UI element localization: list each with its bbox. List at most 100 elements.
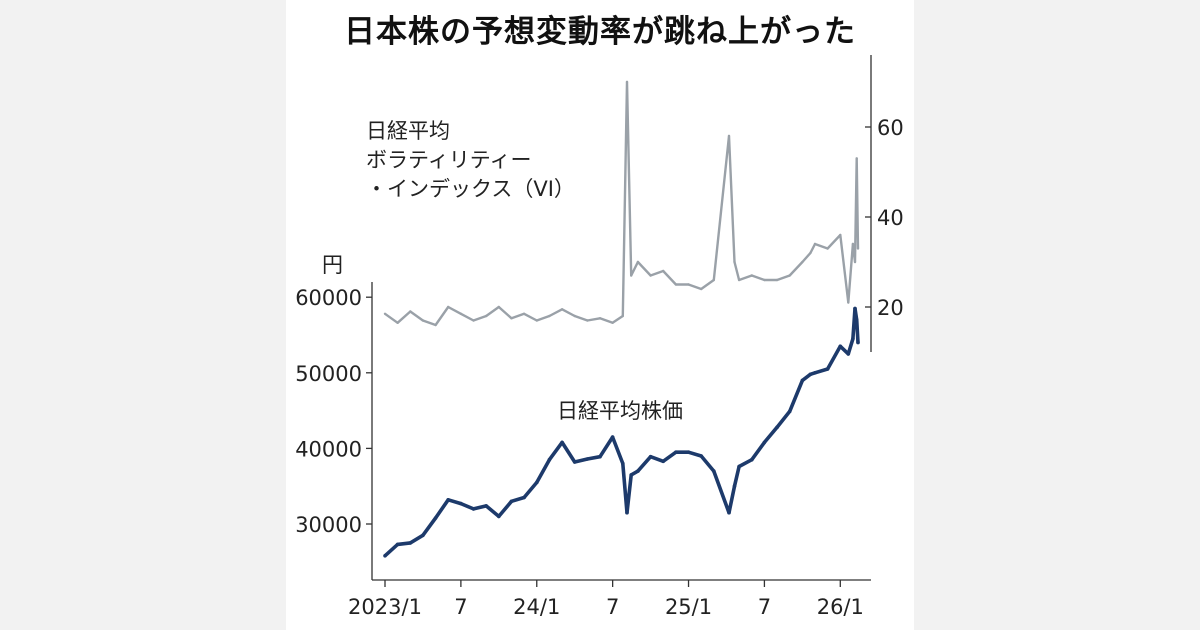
price-data-point [727,510,731,515]
right-tick-label: 20 [877,296,904,320]
vi-data-point [535,319,538,322]
price-data-point [446,498,451,502]
price-series-label: 日経平均株価 [557,399,683,423]
vi-data-point [497,305,500,309]
vi-data-point [383,312,387,315]
vi-series-label-line-2: ボラティリティー [366,148,531,172]
vi-data-point [763,278,766,282]
vi-data-point [409,310,412,313]
vi-data-point [687,283,690,286]
vi-data-point [662,269,665,273]
price-data-point [459,501,463,506]
vi-data-point [611,321,614,324]
vi-data-point [750,274,753,277]
price-data-point [750,457,754,462]
price-data-point [585,457,590,461]
price-data-point [846,352,851,356]
left-axis-ticks: 60000 50000 40000 30000 [295,286,372,537]
price-data-point [762,440,767,445]
vi-data-point [839,233,842,237]
right-axis-ticks: 60 40 20 [865,116,904,320]
vi-data-point [396,321,399,324]
x-tick-label: 7 [454,595,467,619]
x-axis-ticks: 2023/1 7 24/1 7 25/1 7 26/1 [348,580,864,619]
left-tick-label: 60000 [295,286,362,310]
price-data-point [484,504,489,508]
vi-series-label-line-1: 日経平均 [366,119,450,143]
vi-data-point [809,251,812,255]
price-data-point [674,450,678,455]
x-tick-label: 26/1 [817,595,864,619]
vi-data-point [847,301,850,304]
price-data-point [737,464,741,469]
vi-data-point [700,287,703,291]
vi-data-point [621,314,624,318]
left-tick-label: 40000 [295,437,362,461]
vi-data-point [712,278,715,282]
price-data-point [598,454,602,459]
price-data-point [800,378,805,383]
price-data-point [383,554,387,558]
price-data-point [522,495,526,500]
vi-data-point [548,314,551,318]
vi-series-points [383,80,860,327]
vi-data-point [434,323,437,327]
vi-data-point [727,134,731,138]
vi-data-point [853,260,857,264]
vi-data-point [788,274,791,277]
vi-data-point [813,242,817,246]
price-data-point [686,450,691,455]
price-data-point [625,510,629,515]
left-tick-label: 30000 [295,513,362,537]
axes [371,55,872,581]
price-data-point [825,367,830,371]
price-data-point [851,337,855,341]
vi-data-point [630,274,633,277]
price-data-point [699,454,703,458]
vi-data-point [459,312,463,315]
price-data-point [838,344,843,349]
price-data-point [813,371,817,375]
price-data-point [421,533,425,538]
price-data-point [471,507,476,511]
price-data-point [535,480,539,485]
price-data-point [572,460,577,464]
vi-data-point [737,278,741,282]
vi-data-point [573,314,576,318]
price-data-point [509,499,514,504]
vi-data-point [421,319,425,322]
price-series-points [383,306,860,558]
price-data-point [629,473,633,477]
price-data-point [547,457,552,462]
vi-data-point [472,319,475,322]
vi-data-point [851,242,855,246]
price-data-point [408,541,413,545]
vi-data-point [674,283,678,286]
vi-data-point [856,247,860,250]
price-data-point [732,484,737,489]
vi-data-point [522,312,526,315]
left-axis-unit: 円 [322,253,343,277]
price-series-line [383,306,860,558]
vi-data-point [801,260,804,264]
chart-title: 日本株の予想変動率が跳ね上がった [344,14,856,50]
vi-data-point [733,260,736,264]
price-data-point [856,340,860,345]
price-data-point [560,440,564,445]
vi-data-point [560,308,564,311]
price-data-point [636,469,640,473]
x-tick-label: 7 [606,595,619,619]
vi-data-point [447,305,450,309]
vi-data-point [625,80,629,84]
vi-data-point [598,317,602,320]
price-data-point [775,425,779,430]
price-data-point [712,469,716,473]
vi-data-point [586,319,589,322]
vi-data-point [510,317,513,320]
vi-data-point [775,278,779,282]
price-data-point [433,516,438,520]
vi-data-point [826,247,829,250]
vi-data-point [636,260,640,264]
price-data-point [395,542,400,547]
